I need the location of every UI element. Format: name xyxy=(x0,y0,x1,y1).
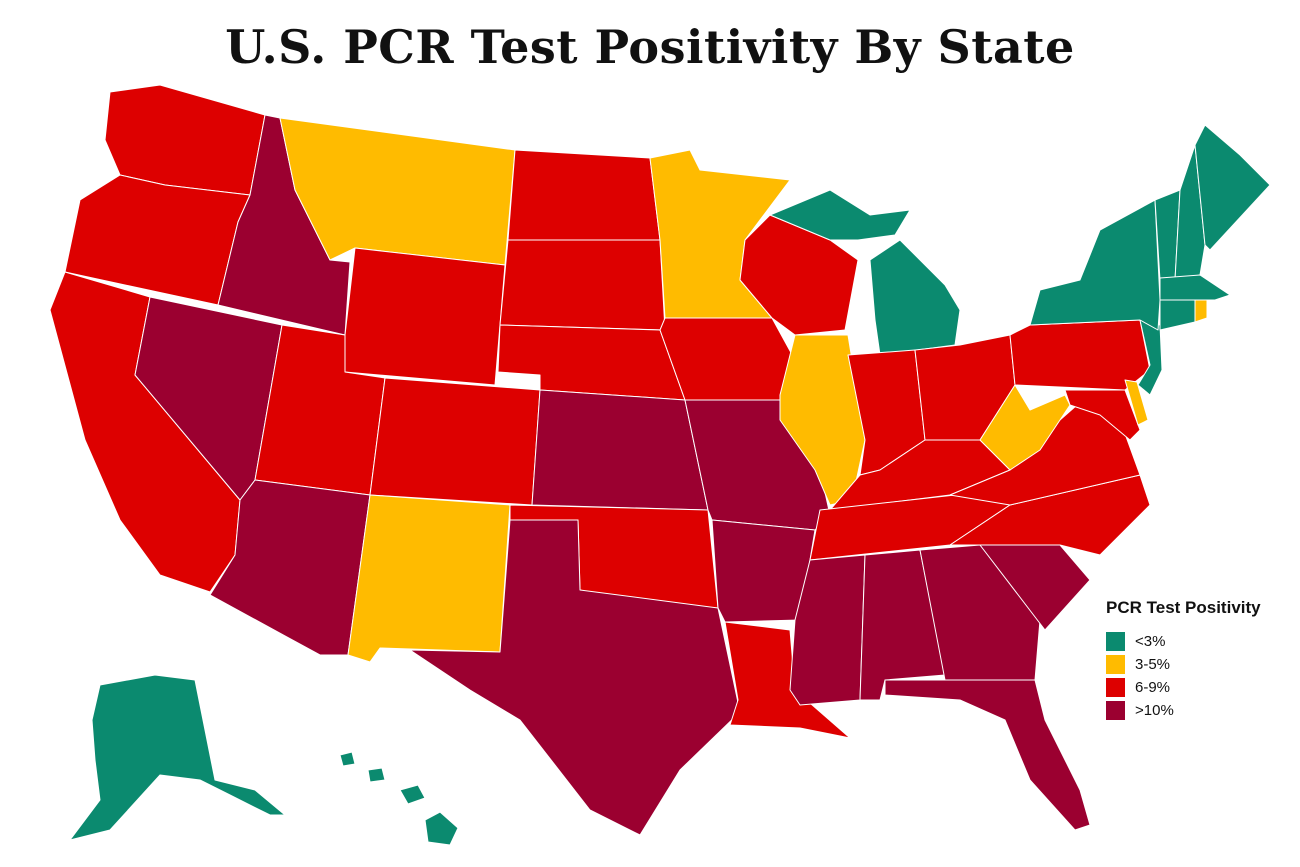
state-north-dakota[interactable] xyxy=(507,149,661,241)
legend-label: 6-9% xyxy=(1135,679,1171,696)
legend-swatch xyxy=(1106,655,1125,674)
state-pennsylvania[interactable] xyxy=(1009,319,1151,391)
legend-swatch xyxy=(1106,632,1125,651)
state-texas[interactable] xyxy=(409,519,741,836)
state-south-dakota[interactable] xyxy=(499,239,666,331)
state-florida[interactable] xyxy=(884,679,1091,831)
state-maine[interactable] xyxy=(1194,124,1271,251)
state-maryland[interactable] xyxy=(1064,389,1141,441)
state-colorado[interactable] xyxy=(369,377,541,506)
legend-swatch xyxy=(1106,701,1125,720)
legend-item-6-9: 6-9% xyxy=(1106,676,1261,699)
state-hawaii-maui[interactable] xyxy=(399,784,426,805)
state-alaska[interactable] xyxy=(69,674,286,841)
legend-title: PCR Test Positivity xyxy=(1106,598,1261,617)
state-wyoming[interactable] xyxy=(344,247,506,386)
state-georgia[interactable] xyxy=(919,544,1041,681)
state-hawaii-kauai[interactable] xyxy=(339,751,356,767)
state-massachusetts[interactable] xyxy=(1159,274,1231,301)
legend-item-gt10: >10% xyxy=(1106,699,1261,722)
legend-swatch xyxy=(1106,678,1125,697)
legend-label: <3% xyxy=(1135,633,1166,650)
state-arkansas[interactable] xyxy=(711,519,816,623)
state-kansas[interactable] xyxy=(531,389,709,511)
legend: PCR Test Positivity <3% 3-5% 6-9% >10% xyxy=(1106,598,1261,722)
state-new-york[interactable] xyxy=(1029,199,1161,331)
state-hawaii-main[interactable] xyxy=(424,811,459,846)
state-delaware[interactable] xyxy=(1124,379,1149,426)
state-new-mexico[interactable] xyxy=(347,494,511,663)
state-michigan[interactable] xyxy=(869,239,961,356)
state-rhode-island[interactable] xyxy=(1194,299,1208,323)
state-west-virginia[interactable] xyxy=(979,384,1071,471)
legend-label: 3-5% xyxy=(1135,656,1171,673)
state-louisiana[interactable] xyxy=(724,621,851,739)
state-michigan-upper[interactable] xyxy=(769,189,911,241)
state-virginia[interactable] xyxy=(949,397,1141,506)
state-iowa[interactable] xyxy=(659,317,796,401)
state-hawaii-oahu[interactable] xyxy=(367,767,386,783)
legend-item-3-5: 3-5% xyxy=(1106,653,1261,676)
map-title: U.S. PCR Test Positivity By State xyxy=(225,20,1075,74)
legend-label: >10% xyxy=(1135,702,1174,719)
state-new-hampshire[interactable] xyxy=(1174,144,1206,281)
legend-item-lt3: <3% xyxy=(1106,630,1261,653)
state-connecticut[interactable] xyxy=(1159,299,1196,331)
